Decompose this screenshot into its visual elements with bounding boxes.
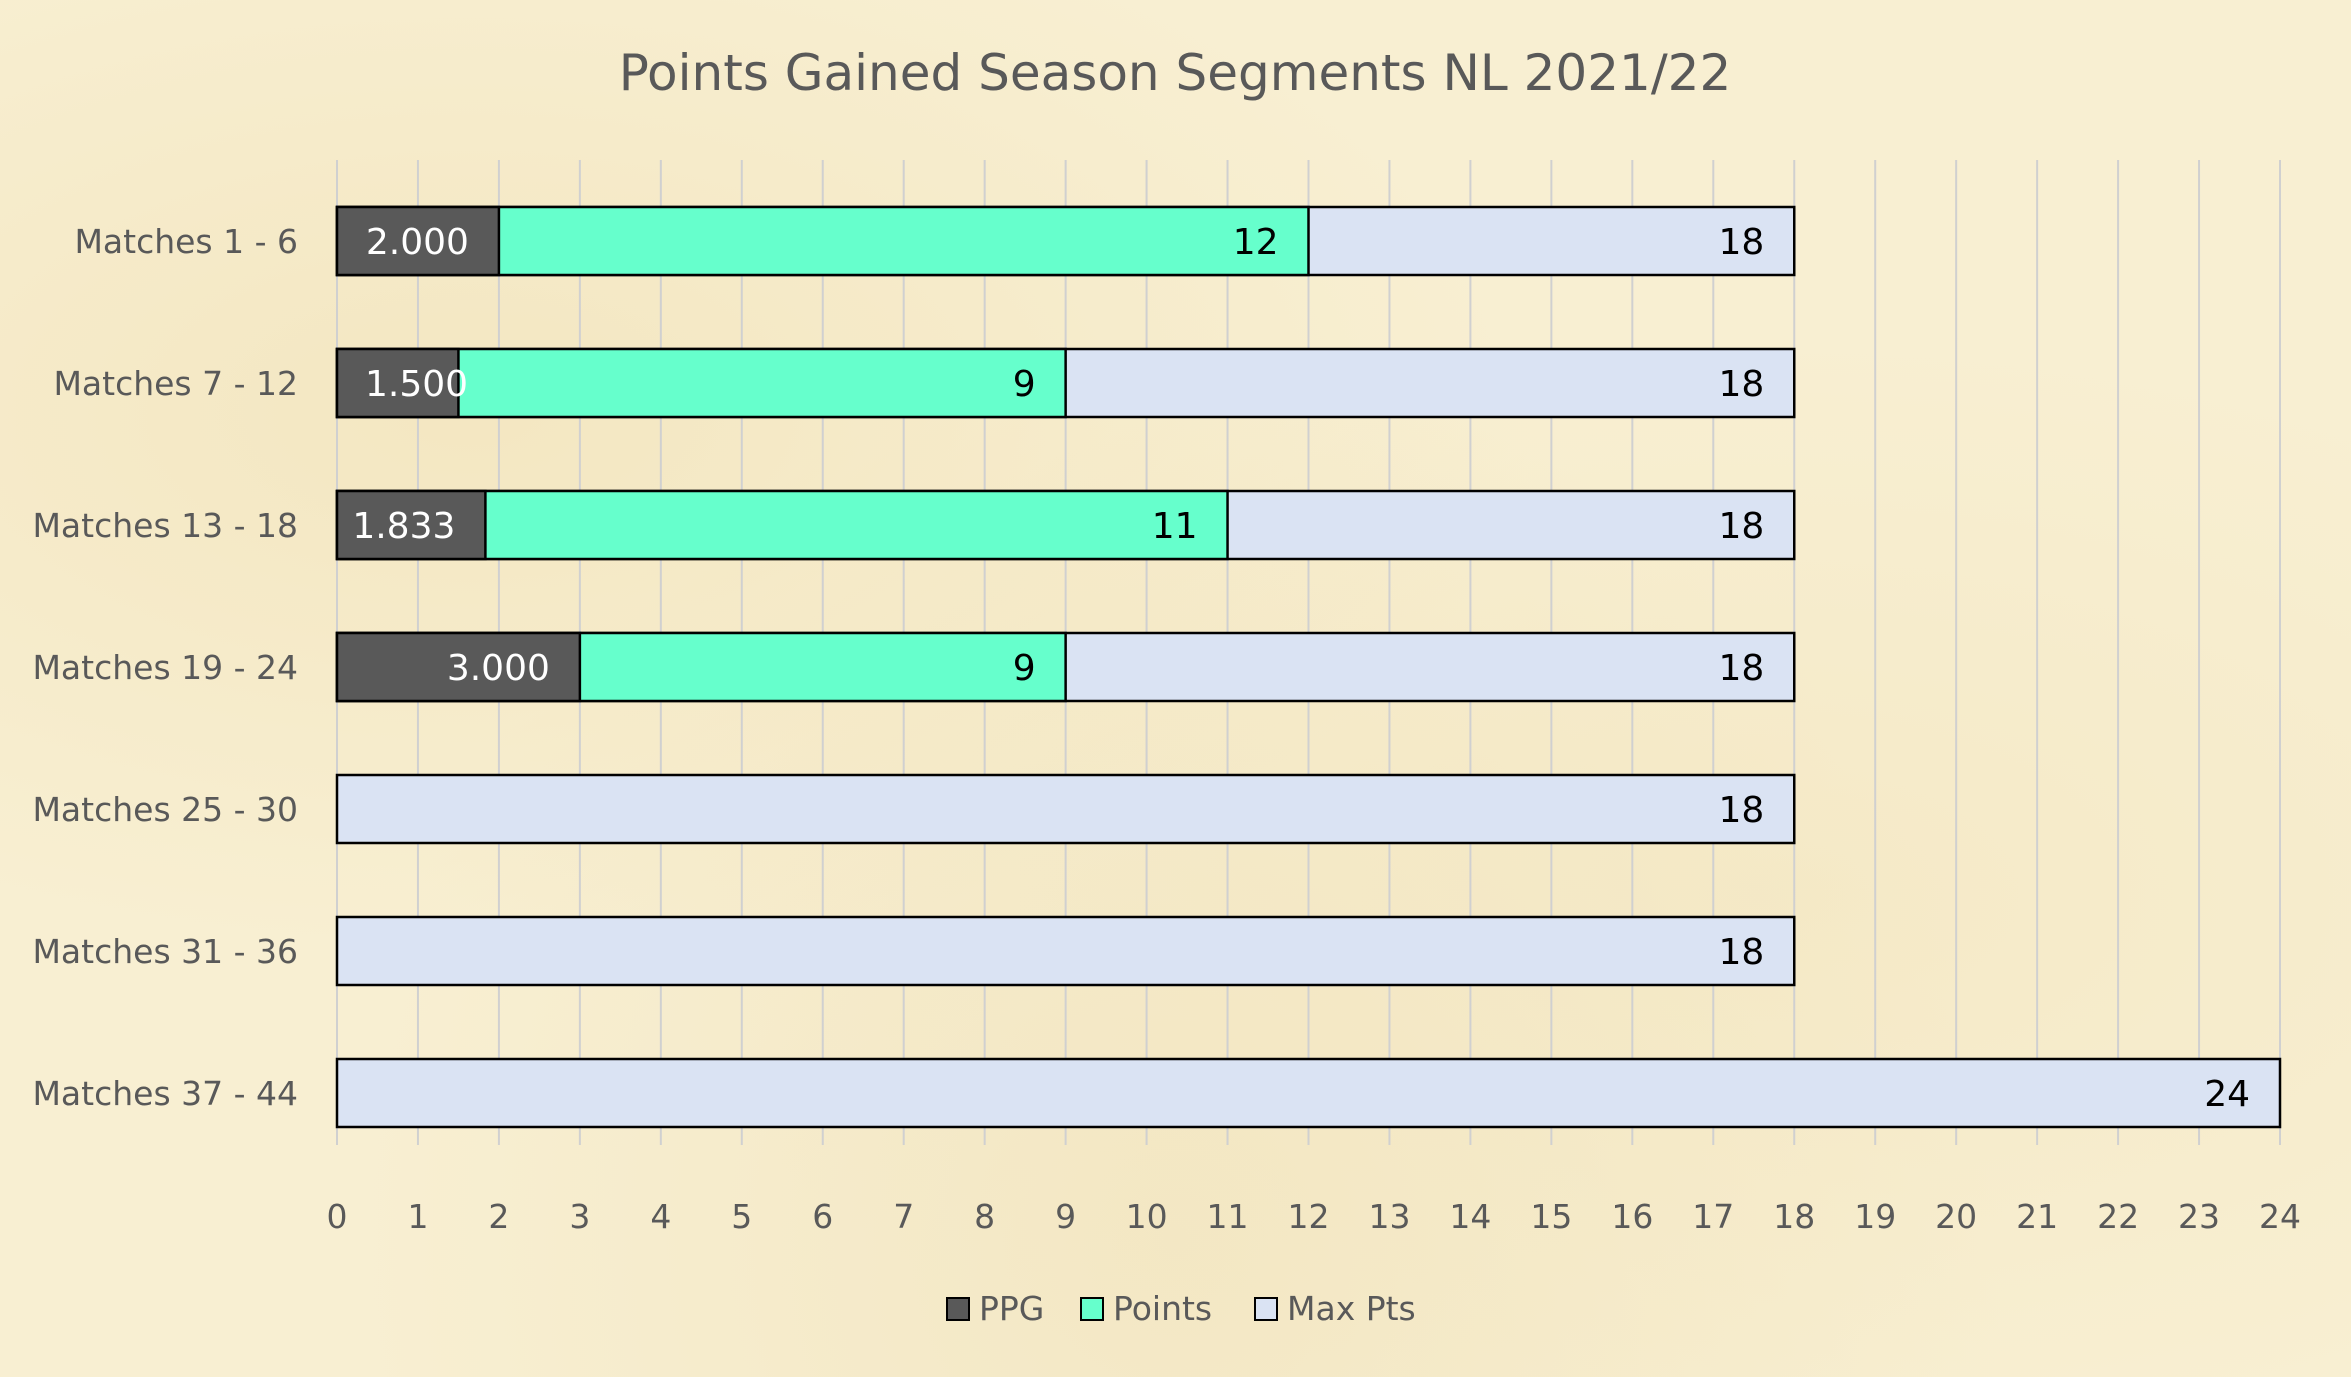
category-label: Matches 19 - 24 [32,648,298,687]
bar-max-pts [335,915,1796,987]
x-tick-label: 14 [1449,1197,1491,1236]
legend-label: Points [1113,1289,1212,1328]
x-tick-label: 16 [1611,1197,1653,1236]
x-tick-label: 18 [1773,1197,1815,1236]
x-tick-labels: 0 1 2 3 4 5 6 7 8 9 10 11 12 13 14 15 16 17 18 19 20 21 22 23 24 [327,1197,2302,1236]
category-label: Matches 25 - 30 [32,790,298,829]
legend-swatch [1080,1297,1104,1321]
x-tick-label: 11 [1207,1197,1249,1236]
legend: PPG Points Max Pts [946,1289,1416,1328]
legend-swatch [1254,1297,1278,1321]
data-label: 1.500 [365,364,468,405]
data-label: 9 [1013,364,1036,405]
x-tick-label: 4 [650,1197,671,1236]
legend-swatch [946,1297,970,1321]
x-tick-label: 5 [731,1197,752,1236]
data-label: 1.833 [352,506,455,547]
bar-ppg [335,347,460,419]
x-tick-label: 2 [488,1197,509,1236]
data-label: 18 [1718,222,1764,263]
category-labels: Matches 1 - 6 Matches 7 - 12 Matches 13 - … [32,222,298,1113]
x-tick-label: 7 [893,1197,914,1236]
category-label: Matches 37 - 44 [32,1074,298,1113]
x-tick-label: 19 [1854,1197,1896,1236]
x-tick-label: 23 [2178,1197,2220,1236]
data-label: 18 [1718,364,1764,405]
x-tick-label: 0 [327,1197,348,1236]
data-label: 11 [1152,506,1198,547]
x-tick-label: 15 [1530,1197,1572,1236]
data-label: 18 [1718,648,1764,689]
data-label: 18 [1718,790,1764,831]
x-tick-label: 8 [974,1197,995,1236]
legend-label: Max Pts [1287,1289,1416,1328]
data-label: 12 [1233,222,1279,263]
x-tick-label: 6 [812,1197,833,1236]
data-label: 24 [2204,1074,2250,1115]
bar-ppg [335,205,501,277]
bar-max-pts [335,1057,2282,1129]
x-tick-label: 10 [1126,1197,1168,1236]
data-label: 18 [1718,506,1764,547]
category-label: Matches 7 - 12 [53,364,298,403]
x-tick-label: 3 [569,1197,590,1236]
x-tick-label: 1 [407,1197,428,1236]
legend-label: PPG [979,1289,1044,1328]
x-tick-label: 24 [2259,1197,2301,1236]
category-label: Matches 1 - 6 [74,222,298,261]
x-tick-label: 17 [1692,1197,1734,1236]
bar-ppg [335,631,582,703]
data-label: 2.000 [366,222,469,263]
x-tick-label: 13 [1368,1197,1410,1236]
data-label: 18 [1718,932,1764,973]
x-tick-label: 22 [2097,1197,2139,1236]
x-tick-label: 21 [2016,1197,2058,1236]
x-tick-label: 9 [1055,1197,1076,1236]
category-label: Matches 31 - 36 [32,932,298,971]
chart-title: Points Gained Season Segments NL 2021/22 [619,44,1732,102]
x-tick-label: 12 [1288,1197,1330,1236]
x-tick-label: 20 [1935,1197,1977,1236]
bars: 18 12 2.000 18 9 1.500 18 11 1.833 18 9 3.000 18 18 24 [335,205,2282,1129]
bar-max-pts [335,773,1796,845]
bar-ppg [335,489,487,561]
category-label: Matches 13 - 18 [32,506,298,545]
data-label: 3.000 [447,648,550,689]
data-label: 9 [1013,648,1036,689]
